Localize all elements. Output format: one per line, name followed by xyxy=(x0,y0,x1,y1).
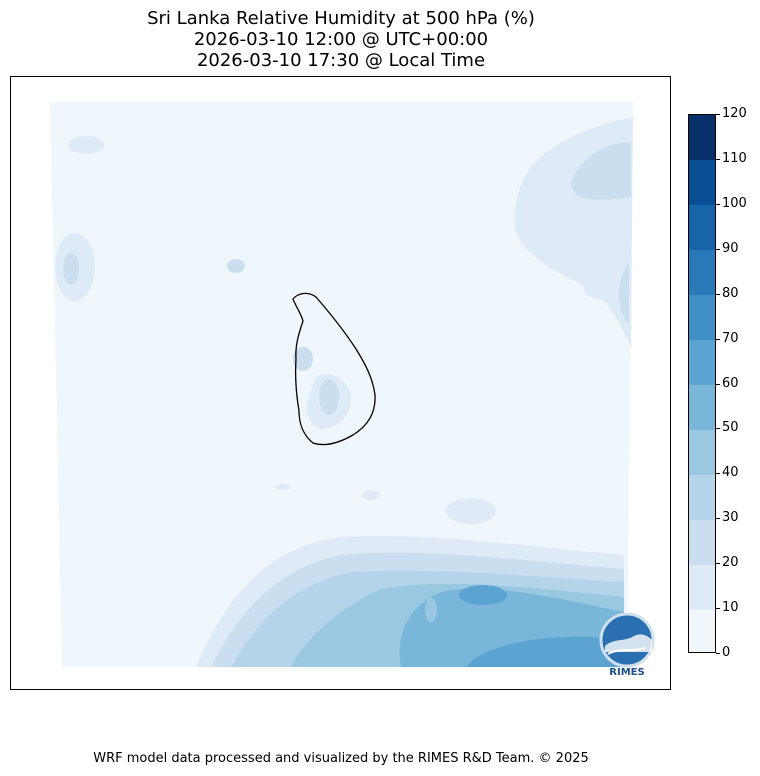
colorbar-tick-mark xyxy=(716,428,720,430)
logo-text: RIMES xyxy=(609,667,644,678)
colorbar-segment xyxy=(689,294,715,341)
humidity-region-east-edge xyxy=(618,262,629,322)
colorbar-segment xyxy=(689,429,715,475)
map-panel xyxy=(10,76,671,690)
humidity-region-south-patch-1 xyxy=(446,498,496,524)
colorbar-segment xyxy=(689,609,715,652)
colorbar-tick-mark xyxy=(716,158,720,160)
title-line-3: 2026-03-10 17:30 @ Local Time xyxy=(196,50,486,71)
colorbar-tick-label: 0 xyxy=(722,645,731,660)
colorbar-segment xyxy=(689,115,715,161)
colorbar-tick-label: 120 xyxy=(722,106,747,121)
colorbar-tick-label: 40 xyxy=(722,465,739,481)
colorbar-tick-mark xyxy=(716,293,720,295)
title-line-2: 2026-03-10 12:00 @ UTC+00:00 xyxy=(193,29,489,50)
map-title: Sri Lanka Relative Humidity at 500 hPa (… xyxy=(0,8,682,71)
colorbar-tick-mark xyxy=(716,338,720,340)
title-line-1: Sri Lanka Relative Humidity at 500 hPa (… xyxy=(147,8,535,29)
colorbar-tick-label: 10 xyxy=(722,600,739,616)
sri-lanka-coastline xyxy=(292,292,376,446)
humidity-region-island-west xyxy=(293,347,313,371)
humidity-region-northwest xyxy=(68,136,104,154)
colorbar-tick-mark xyxy=(716,383,720,385)
colorbar-segment xyxy=(689,474,715,520)
colorbar-tick-label: 50 xyxy=(722,420,739,436)
colorbar-segment xyxy=(689,339,715,385)
colorbar-tick-label: 80 xyxy=(722,285,739,301)
colorbar-tick-mark xyxy=(716,473,720,475)
colorbar-segment xyxy=(689,384,715,430)
colorbar-tick-mark xyxy=(716,518,720,520)
colorbar-tick-label: 100 xyxy=(722,195,747,211)
rimes-logo-icon: RIMES xyxy=(599,612,655,678)
colorbar-tick-label: 30 xyxy=(722,510,739,526)
humidity-band-60 xyxy=(466,636,624,667)
colorbar-tick-mark xyxy=(716,653,720,654)
humidity-region-south-patch-2 xyxy=(362,490,380,500)
colorbar-segment xyxy=(689,204,715,251)
humidity-region-east-patch xyxy=(583,277,608,300)
colorbar-tick-mark xyxy=(716,608,720,610)
colorbar-tick-mark xyxy=(716,203,720,205)
colorbar-segment xyxy=(689,159,715,206)
humidity-band-50-hole xyxy=(425,598,437,622)
colorbar-segment xyxy=(689,564,715,610)
humidity-map xyxy=(50,102,633,667)
humidity-region-south-patch-3 xyxy=(275,484,291,490)
humidity-region-north-small xyxy=(227,259,245,273)
humidity-region-northeast-core xyxy=(571,142,631,200)
colorbar xyxy=(688,114,716,653)
colorbar-tick-label: 20 xyxy=(722,555,739,571)
footer-credit: WRF model data processed and visualized … xyxy=(93,751,589,766)
colorbar-tick-label: 110 xyxy=(722,150,747,166)
colorbar-tick-mark xyxy=(716,114,720,115)
colorbar-segment xyxy=(689,519,715,565)
colorbar-tick-mark xyxy=(716,248,720,250)
colorbar-segment xyxy=(689,249,715,296)
colorbar-tick-mark xyxy=(716,563,720,565)
humidity-band-60-core xyxy=(459,585,507,605)
humidity-region-island-core xyxy=(319,379,339,415)
colorbar-tick-label: 90 xyxy=(722,240,739,256)
colorbar-tick-label: 70 xyxy=(722,330,739,346)
humidity-region-west-core xyxy=(63,253,79,285)
colorbar-tick-label: 60 xyxy=(722,375,739,391)
